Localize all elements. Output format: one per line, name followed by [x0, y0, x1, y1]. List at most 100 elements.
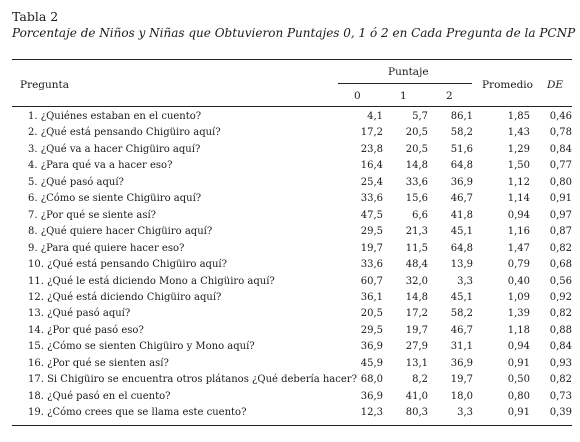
table-label: Tabla 2: [12, 9, 59, 24]
table-row: 5. ¿Qué pasó aquí? 25,4 33,6 36,9 1,12 0,80: [12, 175, 572, 191]
score-0-cell: 20,5: [360, 308, 383, 320]
de-cell: 0,87: [549, 226, 572, 238]
score-0-cell: 25,4: [360, 176, 383, 188]
promedio-cell: 0,94: [507, 209, 530, 221]
score-2-cell: 41,8: [450, 209, 473, 221]
promedio-cell: 1,47: [507, 242, 530, 254]
question-cell: 4. ¿Para qué va a hacer eso?: [28, 160, 173, 172]
question-cell: 9. ¿Para qué quiere hacer eso?: [28, 242, 185, 254]
score-1-cell: 80,3: [405, 407, 428, 419]
score-1-cell: 8,2: [412, 374, 428, 386]
header-puntaje: Puntaje: [388, 66, 429, 78]
question-cell: 5. ¿Qué pasó aquí?: [28, 176, 124, 188]
table-row: 4. ¿Para qué va a hacer eso? 16,4 14,8 64,8…: [12, 158, 572, 174]
table-row: 15. ¿Cómo se sienten Chigüiro y Mono aqu…: [12, 339, 572, 355]
question-cell: 10. ¿Qué está pensando Chigüiro aquí?: [28, 259, 227, 271]
score-1-cell: 14,8: [405, 291, 428, 303]
score-2-cell: 13,9: [450, 259, 473, 271]
score-2-cell: 31,1: [450, 341, 473, 353]
score-1-cell: 33,6: [405, 176, 428, 188]
header-promedio: Promedio: [482, 79, 533, 91]
de-cell: 0,84: [549, 143, 572, 155]
score-1-cell: 6,6: [412, 209, 428, 221]
score-1-cell: 14,8: [405, 160, 428, 172]
promedio-cell: 0,79: [507, 259, 530, 271]
question-cell: 1. ¿Quiénes estaban en el cuento?: [28, 111, 202, 122]
de-cell: 0,78: [549, 127, 572, 139]
table-row: 7. ¿Por qué se siente así? 47,5 6,6 41,8 0,9…: [12, 208, 572, 224]
question-cell: 15. ¿Cómo se sienten Chigüiro y Mono aqu…: [28, 341, 255, 353]
de-cell: 0,68: [549, 259, 572, 271]
table-row: 16. ¿Por qué se sienten así? 45,9 13,1 36,9…: [12, 356, 572, 372]
score-0-cell: 36,1: [360, 291, 383, 303]
score-0-cell: 19,7: [360, 242, 383, 254]
table-row: 18. ¿Qué pasó en el cuento? 36,9 41,0 18,0 0…: [12, 389, 572, 405]
score-2-cell: 58,2: [450, 308, 473, 320]
de-cell: 0,92: [549, 291, 572, 303]
score-0-cell: 29,5: [360, 226, 383, 238]
table-row: 10. ¿Qué está pensando Chigüiro aquí? 33,…: [12, 257, 572, 273]
score-1-cell: 15,6: [405, 193, 428, 205]
question-cell: 14. ¿Por qué pasó eso?: [28, 324, 144, 336]
table-row: 8. ¿Qué quiere hacer Chigüiro aquí? 29,5 2…: [12, 224, 572, 240]
table-row: 19. ¿Cómo crees que se llama este cuento…: [12, 405, 572, 421]
score-1-cell: 20,5: [405, 127, 428, 139]
promedio-cell: 1,85: [507, 111, 530, 122]
question-cell: 11. ¿Qué le está diciendo Mono a Chigüir…: [28, 275, 275, 287]
score-2-cell: 3,3: [457, 275, 473, 287]
table-row: 6. ¿Cómo se siente Chigüiro aquí? 33,6 15,…: [12, 191, 572, 207]
top-rule: [12, 59, 572, 60]
question-cell: 3. ¿Qué va a hacer Chigüiro aquí?: [28, 143, 201, 155]
score-1-cell: 48,4: [405, 259, 428, 271]
de-cell: 0,46: [549, 111, 572, 122]
de-cell: 0,39: [549, 407, 572, 419]
table-row: 11. ¿Qué le está diciendo Mono a Chigüir…: [12, 274, 572, 290]
de-cell: 0,82: [549, 308, 572, 320]
table-row: 12. ¿Qué está diciendo Chigüiro aquí? 36,…: [12, 290, 572, 306]
question-cell: 16. ¿Por qué se sienten así?: [28, 357, 169, 369]
score-2-cell: 46,7: [450, 324, 473, 336]
question-cell: 17. Si Chigüiro se encuentra otros pláta…: [28, 374, 357, 386]
header-score-2: 2: [446, 90, 453, 102]
score-0-cell: 36,9: [360, 341, 383, 353]
promedio-cell: 0,91: [507, 407, 530, 419]
score-2-cell: 51,6: [450, 143, 473, 155]
score-0-cell: 33,6: [360, 259, 383, 271]
table-caption: Porcentaje de Niños y Niñas que Obtuvier…: [12, 26, 576, 40]
promedio-cell: 1,12: [507, 176, 530, 188]
score-1-cell: 32,0: [405, 275, 428, 287]
de-cell: 0,91: [549, 193, 572, 205]
question-cell: 13. ¿Qué pasó aquí?: [28, 308, 131, 320]
promedio-cell: 0,91: [507, 357, 530, 369]
score-1-cell: 13,1: [405, 357, 428, 369]
score-1-cell: 17,2: [405, 308, 428, 320]
score-0-cell: 16,4: [360, 160, 383, 172]
score-2-cell: 36,9: [450, 357, 473, 369]
score-0-cell: 29,5: [360, 324, 383, 336]
question-cell: 19. ¿Cómo crees que se llama este cuento…: [28, 407, 247, 419]
question-cell: 7. ¿Por qué se siente así?: [28, 209, 157, 221]
score-2-cell: 19,7: [450, 374, 473, 386]
score-2-cell: 46,7: [450, 193, 473, 205]
de-cell: 0,80: [549, 176, 572, 188]
de-cell: 0,82: [549, 242, 572, 254]
table-row: 14. ¿Por qué pasó eso? 29,5 19,7 46,7 1,18 0,…: [12, 323, 572, 339]
score-0-cell: 4,1: [367, 111, 383, 122]
score-0-cell: 36,9: [360, 390, 383, 402]
score-2-cell: 45,1: [450, 291, 473, 303]
promedio-cell: 0,94: [507, 341, 530, 353]
score-0-cell: 47,5: [360, 209, 383, 221]
header-rule: [12, 106, 572, 107]
score-1-cell: 21,3: [405, 226, 428, 238]
table-row: 2. ¿Qué está pensando Chigüiro aquí? 17,2…: [12, 125, 572, 141]
question-cell: 6. ¿Cómo se siente Chigüiro aquí?: [28, 193, 202, 205]
score-0-cell: 33,6: [360, 193, 383, 205]
header-score-1: 1: [400, 90, 407, 102]
header-score-0: 0: [354, 90, 361, 102]
table-row: 17. Si Chigüiro se encuentra otros pláta…: [12, 372, 572, 388]
score-2-cell: 45,1: [450, 226, 473, 238]
score-1-cell: 19,7: [405, 324, 428, 336]
score-2-cell: 36,9: [450, 176, 473, 188]
score-2-cell: 18,0: [450, 390, 473, 402]
score-2-cell: 86,1: [450, 111, 473, 122]
